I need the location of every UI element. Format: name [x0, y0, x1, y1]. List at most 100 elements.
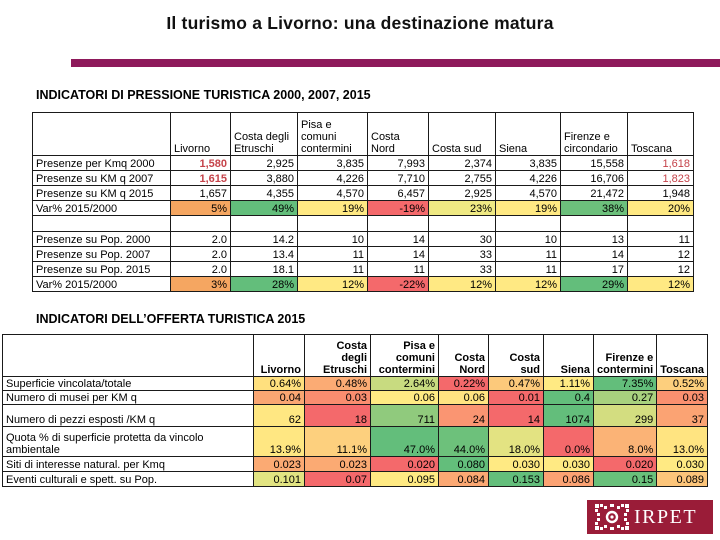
- table-cell: 17: [560, 261, 628, 277]
- row-label: Quota % di superficie protetta da vincol…: [2, 426, 254, 457]
- table-cell: 12%: [428, 276, 496, 292]
- row-label: Presenze per Kmq 2000: [32, 155, 171, 171]
- table-row: Numero di musei per KM q 0.04 0.03 0.06 0.06…: [2, 390, 709, 405]
- corner-cell: [2, 334, 254, 377]
- table-cell: 10: [297, 231, 368, 247]
- table-cell: 0.06: [438, 390, 489, 405]
- table-cell: 29%: [560, 276, 628, 292]
- table-row: Var% 2015/2000 3% 28% 12% -22% 12% 12% 29% 12%: [32, 276, 694, 292]
- table-cell: 1074: [543, 404, 594, 427]
- table-cell: 11: [297, 246, 368, 262]
- table-cell: 0.153: [488, 471, 544, 487]
- table-cell: 18.0%: [488, 426, 544, 457]
- table-cell: 12%: [495, 276, 561, 292]
- table-cell: 13.9%: [253, 426, 305, 457]
- table-cell: 0.030: [543, 456, 594, 472]
- offer-indicators-table: Livorno Costa degli Etruschi Pisa e comuni…: [2, 334, 709, 487]
- table-row: Presenze su KM q 2007 1,615 3,880 4,226 7,71…: [32, 170, 694, 186]
- table-cell: 0.030: [656, 456, 709, 472]
- table-cell: 8.0%: [592, 426, 658, 457]
- table-row: Eventi culturali e spett. su Pop. 0.101 0.…: [2, 471, 709, 487]
- table-row: Superficie vincolata/totale 0.64% 0.48% 2.6…: [2, 376, 709, 391]
- section-title-offerta: INDICATORI DELL’OFFERTA TURISTICA 2015: [36, 312, 306, 326]
- header-row: Livorno Costa degli Etruschi Pisa e comuni…: [2, 334, 709, 377]
- table-cell: 14: [367, 246, 429, 262]
- table-cell: 19%: [297, 200, 368, 216]
- table-cell: 0.03: [656, 390, 709, 405]
- table-cell: 5%: [170, 200, 231, 216]
- table-cell: 4,355: [230, 185, 298, 201]
- table-cell: 18: [304, 404, 371, 427]
- table-cell: 0.52%: [656, 376, 709, 391]
- table-cell: 4,570: [297, 185, 368, 201]
- table-cell: 1,615: [170, 170, 231, 186]
- table-cell: [627, 215, 694, 232]
- row-label: [32, 215, 171, 232]
- table-cell: 13.0%: [656, 426, 709, 457]
- table-cell: 38%: [560, 200, 628, 216]
- irpet-logo: IRPET: [587, 500, 713, 534]
- table-cell: 0.095: [370, 471, 439, 487]
- table-cell: 10: [495, 231, 561, 247]
- table-cell: 33: [428, 246, 496, 262]
- accent-bar: [71, 59, 720, 67]
- table-cell: [297, 215, 368, 232]
- table-cell: [230, 215, 298, 232]
- column-header: Costa degli Etruschi: [304, 334, 371, 377]
- column-header: Pisa e comuni contermini: [370, 334, 439, 377]
- table-cell: 0.07: [304, 471, 371, 487]
- table-cell: 11: [495, 261, 561, 277]
- table-row: Quota % di superficie protetta da vincol…: [2, 426, 709, 457]
- table-cell: 33: [428, 261, 496, 277]
- table-cell: 299: [592, 404, 658, 427]
- row-label: Presenze su KM q 2007: [32, 170, 171, 186]
- table-row: [32, 215, 694, 232]
- table-cell: 0.4: [543, 390, 594, 405]
- row-label: Presenze su Pop. 2015: [32, 261, 171, 277]
- corner-cell: [32, 112, 171, 156]
- row-label: Eventi culturali e spett. su Pop.: [2, 471, 254, 487]
- table-cell: 0.06: [370, 390, 439, 405]
- table-row: Var% 2015/2000 5% 49% 19% -19% 23% 19% 38% 20%: [32, 200, 694, 216]
- column-header: Pisa e comuni contermini: [297, 112, 368, 156]
- table-cell: 3,835: [297, 155, 368, 171]
- table-cell: 2,925: [230, 155, 298, 171]
- table-cell: 0.64%: [253, 376, 305, 391]
- table-cell: 3%: [170, 276, 231, 292]
- row-label: Presenze su Pop. 2000: [32, 231, 171, 247]
- column-header: Livorno: [253, 334, 305, 377]
- table-cell: 2.0: [170, 261, 231, 277]
- table-row: Presenze su Pop. 2007 2.0 13.4 11 14 33 11 14 12: [32, 246, 694, 262]
- table-cell: 24: [438, 404, 489, 427]
- table-cell: 0.084: [438, 471, 489, 487]
- table-cell: 2.64%: [370, 376, 439, 391]
- row-label: Presenze su KM q 2015: [32, 185, 171, 201]
- table-cell: 0.15: [592, 471, 658, 487]
- table-cell: 0.22%: [438, 376, 489, 391]
- table-cell: 0.101: [253, 471, 305, 487]
- table-cell: 49%: [230, 200, 298, 216]
- table-cell: 0.04: [253, 390, 305, 405]
- table-cell: 0.020: [370, 456, 439, 472]
- table-cell: [495, 215, 561, 232]
- table-cell: 3,880: [230, 170, 298, 186]
- table-cell: 11: [627, 231, 694, 247]
- table-cell: 12: [627, 246, 694, 262]
- table-cell: 1,618: [627, 155, 694, 171]
- table-cell: 30: [428, 231, 496, 247]
- table-cell: 21,472: [560, 185, 628, 201]
- table-cell: 4,226: [495, 170, 561, 186]
- table-cell: 0.47%: [488, 376, 544, 391]
- column-header: Costa Nord: [438, 334, 489, 377]
- table-cell: 1.11%: [543, 376, 594, 391]
- table-cell: 20%: [627, 200, 694, 216]
- table-cell: 1,823: [627, 170, 694, 186]
- table-cell: 14.2: [230, 231, 298, 247]
- column-header: Toscana: [656, 334, 709, 377]
- irpet-ornament-icon: [595, 504, 629, 530]
- table-row: Siti di interesse natural. per Kmq 0.023 0…: [2, 456, 709, 472]
- table-cell: 11: [367, 261, 429, 277]
- table-cell: 19%: [495, 200, 561, 216]
- table-row: Presenze su Pop. 2015 2.0 18.1 11 11 33 11 17 12: [32, 261, 694, 277]
